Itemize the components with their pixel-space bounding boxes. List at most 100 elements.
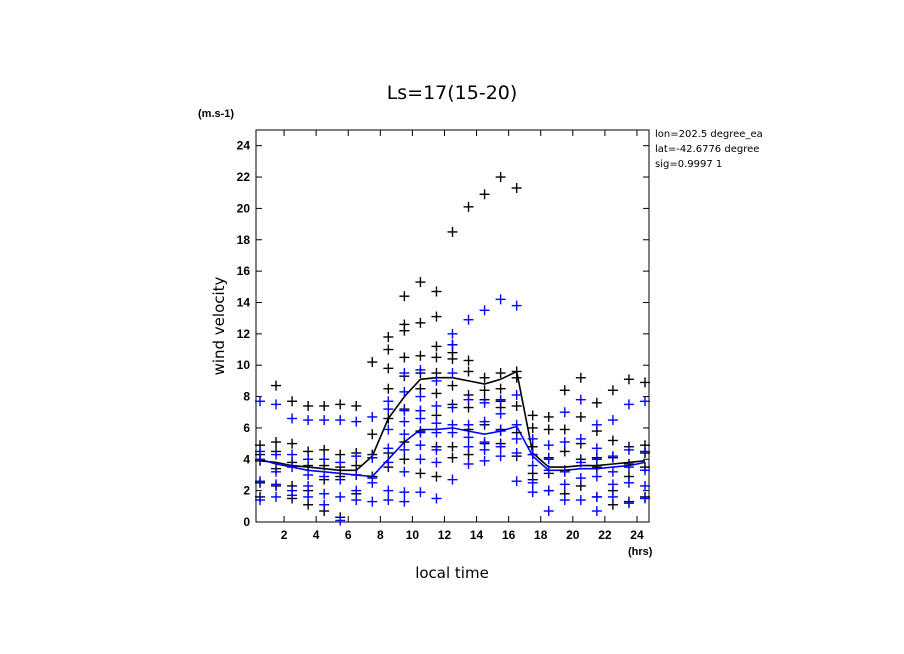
info-lon: lon=202.5 degree_ea — [655, 129, 763, 140]
data-point — [351, 495, 362, 506]
data-point — [335, 515, 346, 526]
y-axis-label: wind velocity — [210, 276, 228, 375]
data-point — [495, 451, 506, 462]
data-point — [623, 498, 634, 509]
data-point — [415, 440, 426, 451]
data-point — [511, 183, 522, 194]
data-point — [607, 435, 618, 446]
data-point — [351, 416, 362, 427]
data-point — [415, 487, 426, 498]
x-tick-label: 4 — [313, 528, 320, 542]
data-point — [591, 471, 602, 482]
data-point — [479, 416, 490, 427]
data-point — [367, 477, 378, 488]
data-point — [383, 344, 394, 355]
y-tick-label: 20 — [237, 201, 251, 215]
info-sig: sig=0.9997 1 — [655, 159, 722, 170]
data-point — [271, 399, 282, 410]
data-point — [431, 388, 442, 399]
x-tick-label: 14 — [470, 528, 484, 542]
data-point — [479, 455, 490, 466]
data-point — [383, 443, 394, 454]
data-point — [495, 172, 506, 183]
data-point — [415, 413, 426, 424]
data-point — [495, 383, 506, 394]
data-point — [591, 454, 602, 465]
x-tick-label: 18 — [534, 528, 548, 542]
data-point — [367, 452, 378, 463]
data-point — [271, 479, 282, 490]
data-point — [287, 413, 298, 424]
data-point — [495, 441, 506, 452]
data-point — [287, 396, 298, 407]
data-point — [399, 291, 410, 302]
data-point — [447, 452, 458, 463]
data-point — [591, 419, 602, 430]
y-tick-label: 18 — [237, 233, 251, 247]
data-point — [351, 469, 362, 480]
data-point — [495, 426, 506, 437]
data-point — [319, 499, 330, 510]
y-tick-label: 16 — [237, 264, 251, 278]
data-point — [639, 377, 650, 388]
x-tick-label: 12 — [438, 528, 452, 542]
data-point — [495, 394, 506, 405]
data-point — [511, 476, 522, 487]
y-tick-label: 6 — [243, 421, 250, 435]
x-tick-label: 16 — [502, 528, 516, 542]
data-point — [447, 368, 458, 379]
y-tick-label: 10 — [237, 358, 251, 372]
data-point — [335, 491, 346, 502]
data-point — [399, 368, 410, 379]
y-tick-label: 0 — [243, 515, 250, 529]
info-box: lon=202.5 degree_ea lat=-42.6776 degree … — [655, 129, 763, 170]
x-tick-label: 2 — [281, 528, 288, 542]
data-point — [415, 454, 426, 465]
data-point — [431, 427, 442, 438]
data-point — [623, 477, 634, 488]
series-markers — [255, 172, 650, 526]
data-point — [351, 485, 362, 496]
data-point — [447, 328, 458, 339]
y-tick-label: 4 — [243, 452, 250, 466]
data-point — [255, 454, 266, 465]
plot-frame — [255, 129, 650, 523]
data-point — [575, 495, 586, 506]
data-point — [319, 400, 330, 411]
data-point — [335, 399, 346, 410]
axis-ticks: 2 4 6 8 10 12 14 16 18 20 22 2402468101214161820222… — [237, 130, 649, 542]
data-point — [383, 331, 394, 342]
data-point — [351, 460, 362, 471]
data-point — [271, 449, 282, 460]
data-point — [463, 394, 474, 405]
data-point — [559, 424, 570, 435]
data-point — [431, 471, 442, 482]
x-tick-label: 20 — [566, 528, 580, 542]
data-point — [543, 424, 554, 435]
data-point — [479, 444, 490, 455]
data-point — [383, 413, 394, 424]
data-point — [575, 394, 586, 405]
data-point — [431, 341, 442, 352]
y-tick-label: 2 — [243, 484, 250, 498]
data-point — [479, 189, 490, 200]
data-point — [255, 396, 266, 407]
data-point — [607, 451, 618, 462]
data-point — [463, 355, 474, 366]
data-point — [559, 385, 570, 396]
data-point — [495, 294, 506, 305]
data-point — [271, 380, 282, 391]
data-point — [479, 397, 490, 408]
data-point — [575, 473, 586, 484]
data-point — [463, 432, 474, 443]
data-point — [367, 411, 378, 422]
data-point — [431, 418, 442, 429]
data-point — [447, 226, 458, 237]
data-point — [495, 408, 506, 419]
data-point — [447, 353, 458, 364]
data-point — [591, 506, 602, 517]
data-point — [527, 433, 538, 444]
data-point — [367, 429, 378, 440]
data-point — [399, 454, 410, 465]
data-point — [415, 364, 426, 375]
